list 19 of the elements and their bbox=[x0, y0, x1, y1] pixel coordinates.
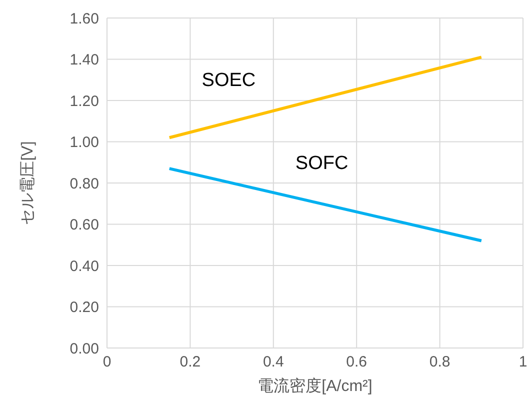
x-tick-label: 0.2 bbox=[180, 354, 201, 371]
y-tick-label: 1.60 bbox=[70, 10, 99, 28]
series-label: SOEC bbox=[202, 70, 256, 92]
series-label: SOFC bbox=[295, 152, 348, 175]
x-tick-label: 0.6 bbox=[346, 354, 368, 371]
x-tick-label: 0 bbox=[102, 354, 112, 371]
y-tick-label: 0.20 bbox=[70, 299, 99, 316]
x-tick-label: 0.4 bbox=[262, 354, 284, 371]
x-tick-label: 0.8 bbox=[429, 354, 450, 371]
x-tick-label: 1 bbox=[518, 354, 528, 371]
y-tick-label: 1.20 bbox=[70, 92, 99, 110]
y-tick-label: 0.60 bbox=[70, 216, 99, 234]
x-axis-title: 電流密度[A/cm²] bbox=[256, 376, 374, 397]
y-tick-label: 0.00 bbox=[70, 340, 99, 358]
y-tick-label: 1.40 bbox=[70, 52, 99, 69]
y-axis-title: セル電圧[V] bbox=[20, 141, 37, 225]
y-tick-label: 0.40 bbox=[70, 258, 99, 275]
y-tick-label: 0.80 bbox=[70, 175, 99, 192]
y-tick-label: 1.00 bbox=[70, 134, 99, 152]
